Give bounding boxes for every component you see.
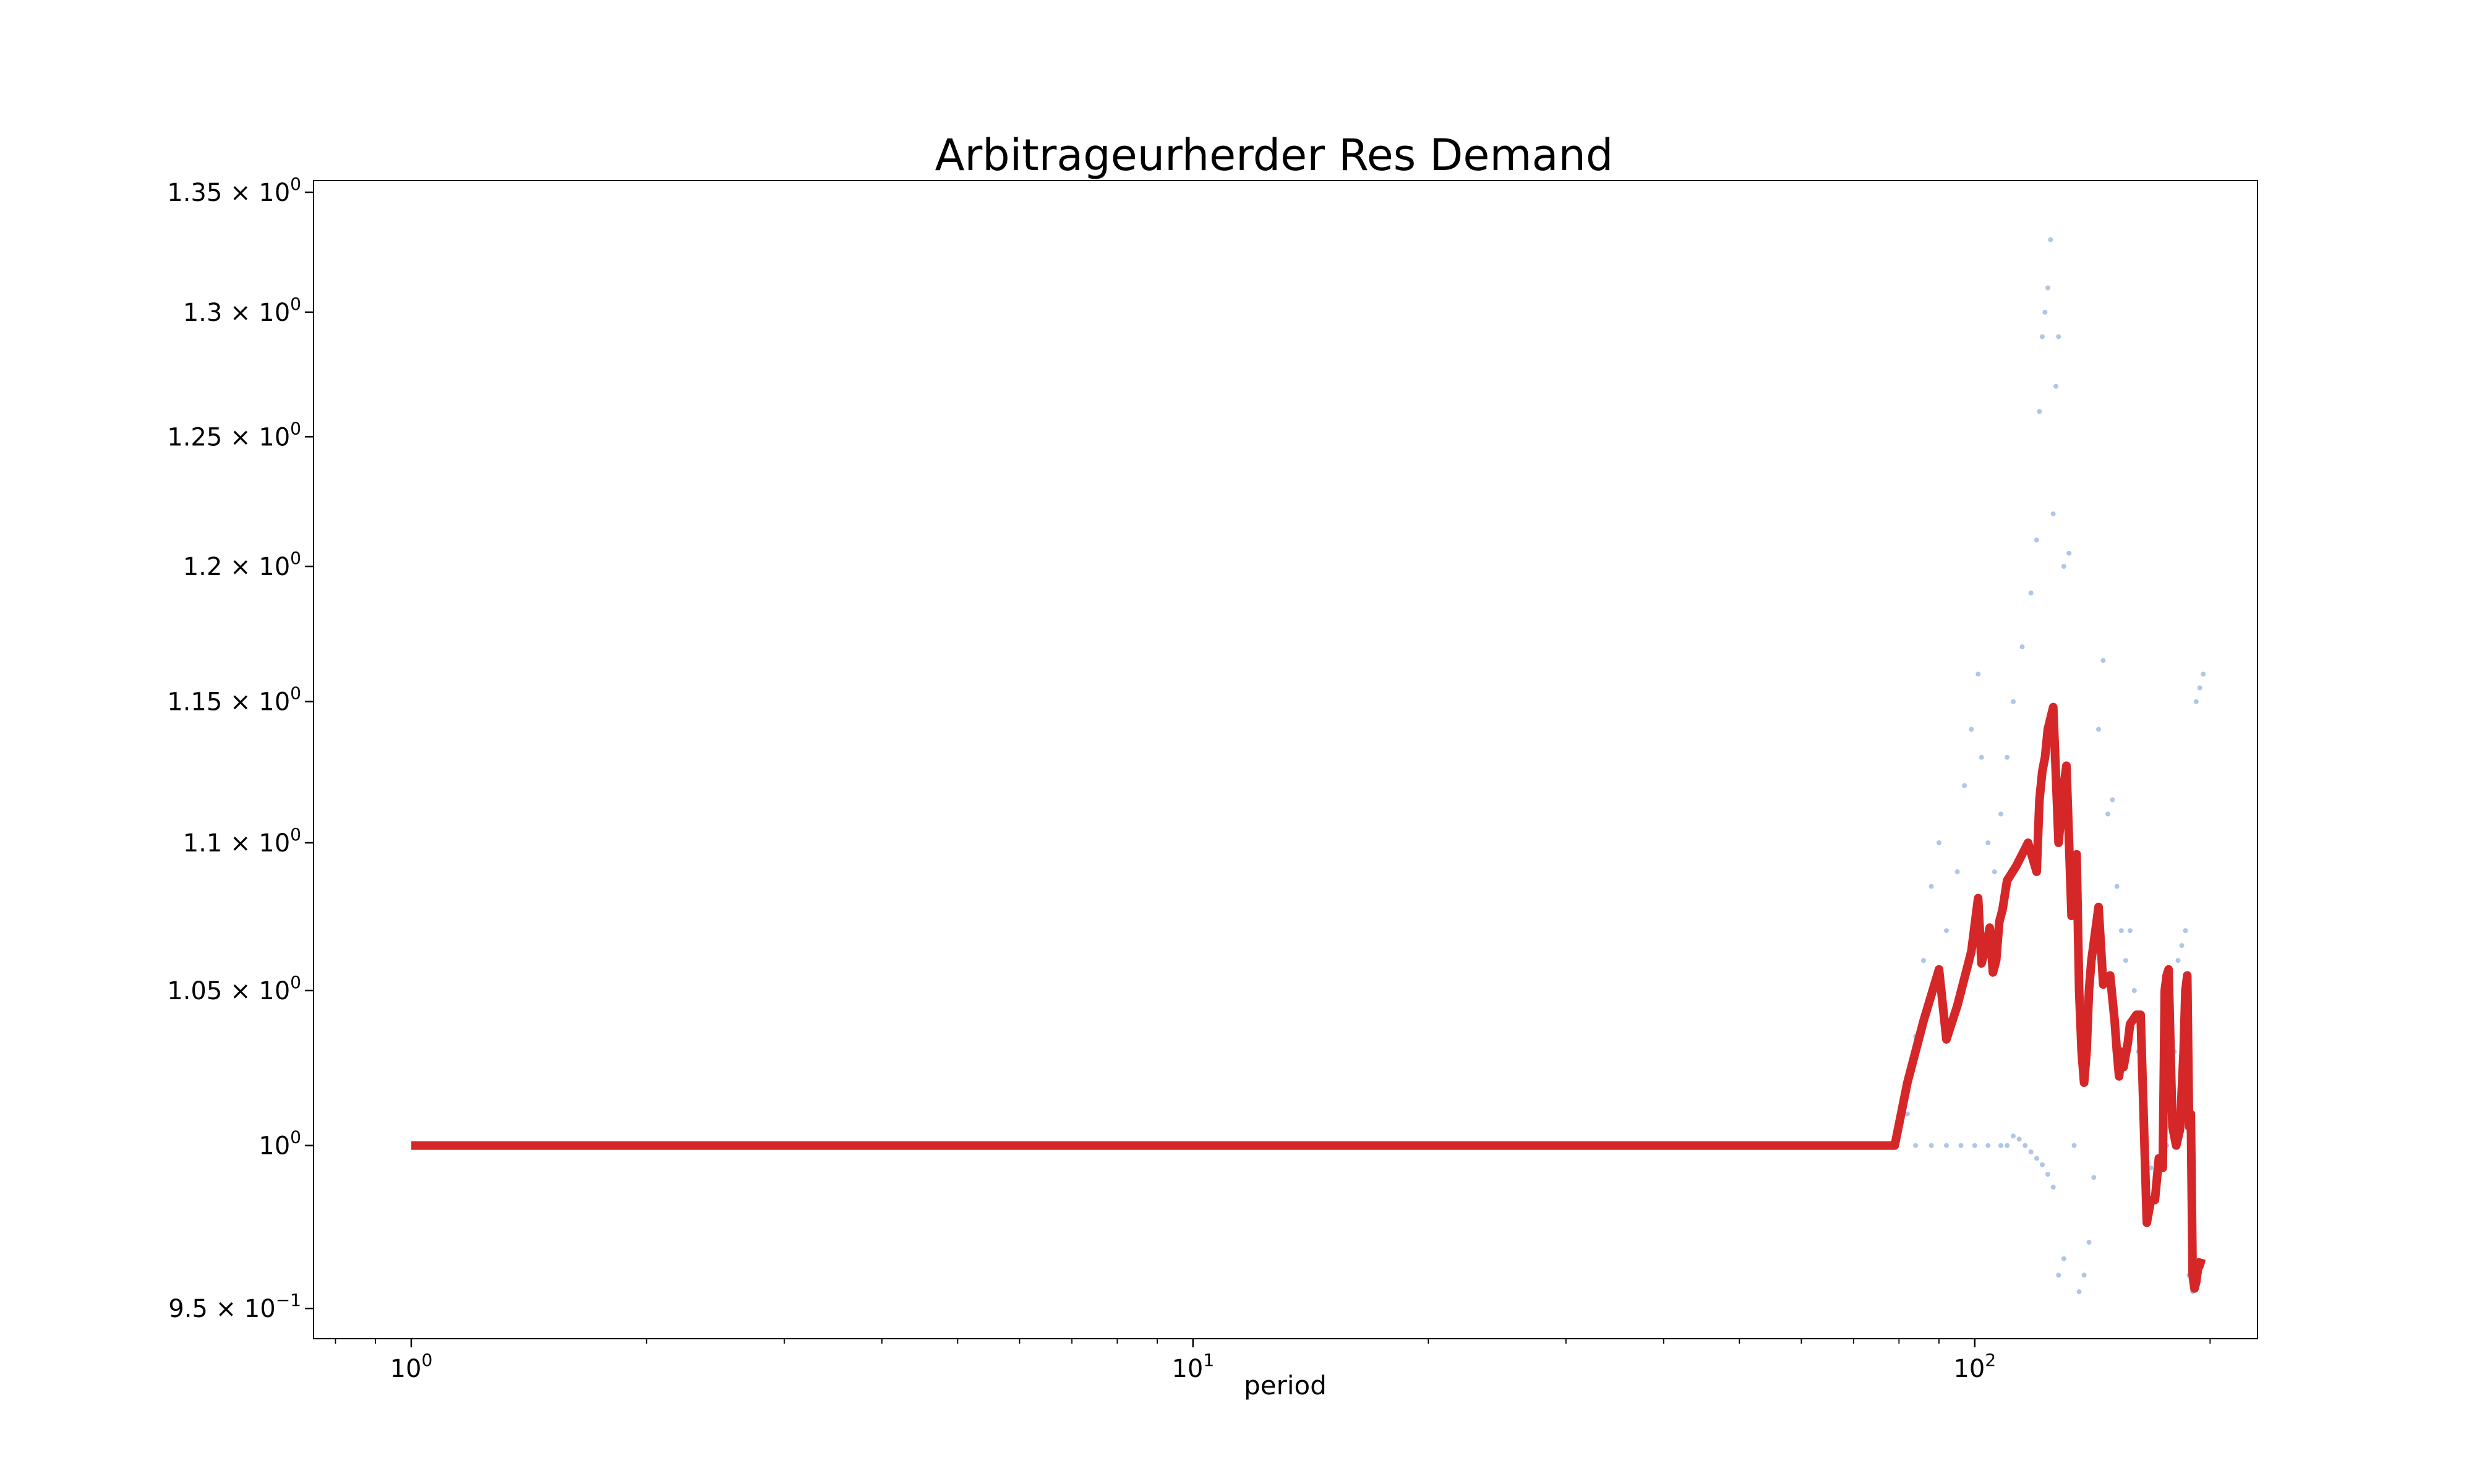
scatter-point (2100, 658, 2106, 663)
scatter-point (2118, 928, 2124, 934)
scatter-point (2110, 797, 2115, 803)
y-tick-label: 1.3 × 100 (183, 294, 301, 327)
scatter-point (2034, 537, 2039, 543)
scatter-point (1944, 928, 1949, 934)
y-tick-label: 1.35 × 100 (167, 174, 301, 207)
scatter-point (2016, 1136, 2022, 1142)
scatter-point (1998, 811, 2003, 817)
scatter-point (2005, 1143, 2010, 1148)
scatter-point (2045, 285, 2050, 291)
scatter-point (2037, 409, 2042, 414)
scatter-point (2201, 672, 2206, 677)
x-tick-label: 100 (390, 1350, 433, 1383)
scatter-point (2048, 237, 2053, 242)
scatter-point (1928, 884, 1934, 889)
scatter-point (2053, 383, 2058, 389)
scatter-point (2123, 958, 2128, 963)
scatter-point (1958, 1143, 1964, 1148)
y-tick-label: 1.25 × 100 (167, 418, 301, 451)
scatter-point (2148, 1165, 2154, 1171)
scatter-point (1979, 754, 1984, 760)
scatter-point (2091, 1175, 2097, 1180)
scatter-point (1975, 672, 1981, 677)
line-layer (411, 702, 2206, 1293)
x-axis: 100 101 102 (335, 1339, 2211, 1383)
scatter-point (2056, 334, 2061, 339)
scatter-point (1992, 869, 1997, 874)
scatter-point (2028, 1149, 2034, 1154)
scatter-point (2061, 564, 2066, 569)
y-axis: 9.5 × 10−1 100 1.05 × 100 1.1 × 100 1.15 × 1… (167, 174, 314, 1323)
scatter-point (2197, 685, 2202, 691)
scatter-point (1962, 783, 1967, 788)
chart-title: Arbitrageurherder Res Demand (935, 130, 1614, 181)
scatter-point (2127, 928, 2133, 934)
scatter-point (1969, 727, 1974, 732)
scatter-point (1985, 1143, 1991, 1148)
y-tick-label: 100 (259, 1127, 301, 1161)
y-tick-label: 1.15 × 100 (167, 683, 301, 717)
scatter-point (2175, 958, 2181, 963)
scatter-point (1944, 1143, 1949, 1148)
x-tick-label: 102 (1953, 1350, 1996, 1383)
scatter-point (2071, 1143, 2077, 1148)
scatter-point (2105, 811, 2110, 817)
scatter-point (2081, 1273, 2087, 1278)
scatter-point (2005, 754, 2010, 760)
scatter-point (2050, 1184, 2056, 1190)
scatter-point (1937, 840, 1941, 845)
scatter-point (1985, 840, 1991, 845)
scatter-point (1972, 1143, 1977, 1148)
scatter-point (2050, 511, 2056, 517)
scatter-point (2040, 1162, 2045, 1167)
scatter-point (2011, 699, 2016, 704)
x-axis-label: period (1244, 1370, 1327, 1401)
scatter-point (2019, 644, 2025, 650)
scatter-point (2022, 1143, 2028, 1148)
scatter-point (2183, 928, 2188, 934)
plot-area (313, 180, 2258, 1339)
scatter-point (2028, 591, 2034, 595)
scatter-point (2011, 1133, 2016, 1139)
scatter-point (2096, 727, 2101, 732)
scatter-point (1921, 958, 1926, 963)
y-tick-label: 1.05 × 100 (167, 972, 301, 1005)
plot-frame (313, 180, 2258, 1339)
scatter-point (2045, 1172, 2050, 1177)
scatter-point (2040, 334, 2045, 339)
scatter-layer (1892, 237, 2206, 1295)
y-tick-label: 1.1 × 100 (183, 824, 301, 858)
scatter-point (2034, 1156, 2039, 1161)
scatter-point (1928, 1143, 1934, 1148)
scatter-point (2056, 1273, 2061, 1278)
scatter-point (2114, 884, 2120, 889)
scatter-point (2061, 1256, 2066, 1261)
y-tick-label: 1.2 × 100 (183, 548, 301, 581)
scatter-point (2086, 1240, 2092, 1245)
scatter-point (1998, 1143, 2003, 1148)
x-tick-label: 101 (1171, 1350, 1214, 1383)
scatter-point (1913, 1143, 1919, 1148)
series-line (411, 702, 2206, 1293)
scatter-point (2193, 699, 2199, 704)
scatter-point (2042, 309, 2048, 315)
scatter-point (1954, 869, 1960, 874)
scatter-point (1904, 1111, 1910, 1117)
scatter-point (2179, 943, 2185, 949)
scatter-point (2076, 1289, 2082, 1295)
scatter-point (2131, 988, 2137, 993)
scatter-point (2066, 550, 2072, 556)
y-tick-label: 9.5 × 10−1 (168, 1290, 301, 1323)
